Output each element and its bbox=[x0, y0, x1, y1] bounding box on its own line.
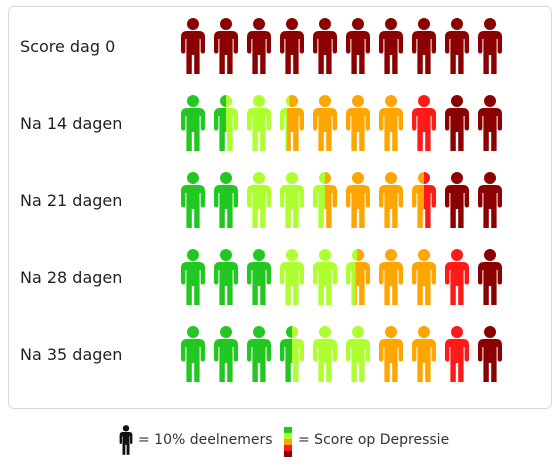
person-figure bbox=[280, 249, 304, 305]
person-figure bbox=[478, 18, 502, 74]
person-figure bbox=[412, 18, 436, 74]
person-icon bbox=[118, 423, 134, 457]
person-figure bbox=[346, 326, 370, 382]
person-figure bbox=[379, 249, 403, 305]
scale-segment bbox=[284, 433, 292, 439]
person-figure bbox=[346, 172, 370, 228]
chart-row: Na 21 dagen bbox=[20, 172, 502, 228]
scale-segment bbox=[284, 427, 292, 433]
person-figure bbox=[214, 95, 238, 151]
legend: = 10% deelnemers = Score op Depressie bbox=[0, 420, 560, 460]
person-figure bbox=[214, 326, 238, 382]
person-figure bbox=[346, 18, 370, 74]
person-figure bbox=[379, 18, 403, 74]
person-figure bbox=[445, 249, 469, 305]
scale-segment bbox=[284, 451, 292, 457]
chart-row: Na 28 dagen bbox=[20, 249, 502, 305]
person-figure bbox=[214, 172, 238, 228]
chart-row: Na 35 dagen bbox=[20, 326, 502, 382]
chart-row: Score dag 0 bbox=[20, 18, 502, 74]
row-label: Na 21 dagen bbox=[20, 191, 122, 210]
person-figure bbox=[445, 95, 469, 151]
person-figure bbox=[247, 249, 271, 305]
person-figure bbox=[313, 326, 337, 382]
person-figure bbox=[313, 172, 337, 228]
person-figure bbox=[445, 326, 469, 382]
person-figure bbox=[181, 326, 205, 382]
person-figure bbox=[247, 172, 271, 228]
person-figure bbox=[379, 326, 403, 382]
person-figure bbox=[478, 249, 502, 305]
person-figure bbox=[412, 249, 436, 305]
person-figure bbox=[346, 249, 370, 305]
person-figure bbox=[445, 172, 469, 228]
legend-person-text: = 10% deelnemers bbox=[138, 432, 273, 448]
person-figure bbox=[379, 172, 403, 228]
person-figure bbox=[247, 326, 271, 382]
person-figure bbox=[181, 95, 205, 151]
legend-scale: = Score op Depressie bbox=[282, 420, 449, 460]
legend-person: = 10% deelnemers bbox=[118, 420, 273, 460]
person-figure bbox=[313, 95, 337, 151]
person-figure bbox=[247, 95, 271, 151]
row-label: Na 28 dagen bbox=[20, 268, 122, 287]
person-figure bbox=[478, 95, 502, 151]
person-figure bbox=[214, 18, 238, 74]
person-figure bbox=[313, 18, 337, 74]
person-figure bbox=[478, 326, 502, 382]
person-figure bbox=[412, 172, 436, 228]
scale-segment bbox=[284, 439, 292, 445]
person-figure bbox=[478, 172, 502, 228]
person-figure bbox=[181, 172, 205, 228]
row-label: Na 35 dagen bbox=[20, 345, 122, 364]
person-figure bbox=[280, 326, 304, 382]
legend-scale-text: = Score op Depressie bbox=[298, 432, 450, 448]
person-figure bbox=[445, 18, 469, 74]
person-figure bbox=[412, 95, 436, 151]
person-figure bbox=[412, 326, 436, 382]
row-label: Score dag 0 bbox=[20, 37, 115, 56]
pictograph-chart: Score dag 0 Na 14 dagen Na 21 dagen Na 28 d… bbox=[20, 18, 502, 382]
person-figure bbox=[280, 18, 304, 74]
person-figure bbox=[313, 249, 337, 305]
row-label: Na 14 dagen bbox=[20, 114, 122, 133]
color-scale-icon bbox=[284, 427, 292, 457]
scale-segment bbox=[284, 445, 292, 451]
person-figure bbox=[181, 18, 205, 74]
person-figure bbox=[214, 249, 238, 305]
person-figure bbox=[181, 249, 205, 305]
person-figure bbox=[379, 95, 403, 151]
person-figure bbox=[247, 18, 271, 74]
person-figure bbox=[346, 95, 370, 151]
chart-row: Na 14 dagen bbox=[20, 95, 502, 151]
person-figure bbox=[280, 172, 304, 228]
person-figure bbox=[280, 95, 304, 151]
